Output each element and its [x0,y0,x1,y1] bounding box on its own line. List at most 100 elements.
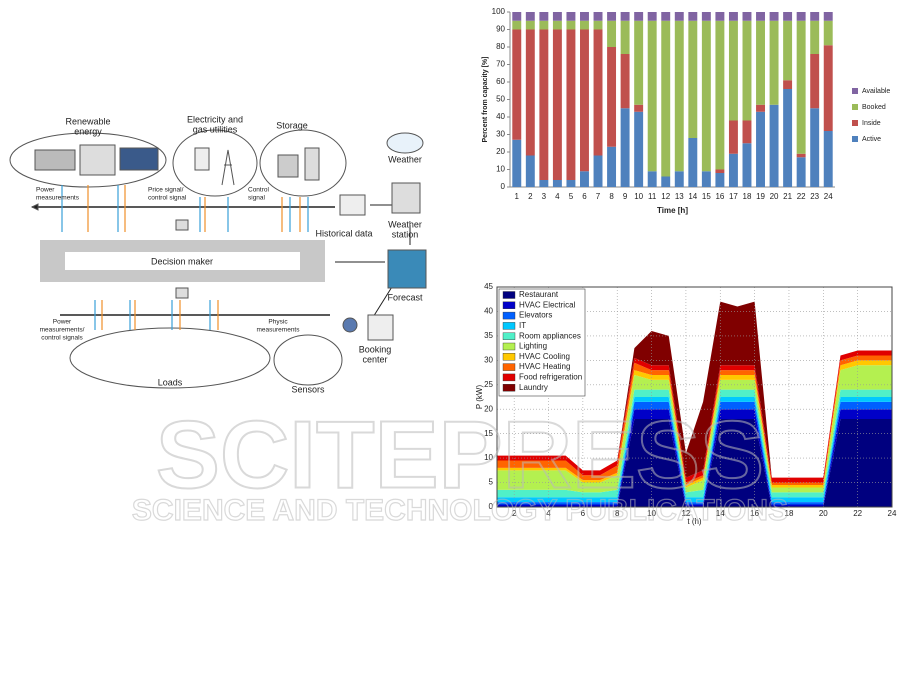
bar-segment [512,29,522,140]
legend-label: HVAC Electrical [519,300,576,309]
bar-segment [525,12,535,21]
x-tick-label: 24 [888,509,897,518]
x-tick-label: 6 [582,192,587,201]
bar-segment [593,155,603,187]
bar-segment [607,47,617,147]
bar-segment [769,12,779,21]
diagram-label: Power [36,187,55,194]
bar-segment [566,29,576,180]
database-icon [339,194,366,216]
bar-segment [688,138,698,187]
y-tick-label: 10 [496,165,505,174]
area [497,409,892,507]
legend-swatch [502,301,516,309]
bar-segment [661,176,671,187]
diagram-label: Control [248,187,270,194]
diagram-label: Decision maker [151,256,213,266]
x-tick-label: 5 [569,192,574,201]
diagram-label: control signals [41,335,83,342]
x-tick-label: 2 [528,192,533,201]
y-tick-label: 5 [489,478,494,487]
y-tick-label: 20 [484,404,493,413]
solar-icon [34,149,76,171]
diagram-label: Loads [158,377,183,387]
diagram-label: Sensors [291,384,325,394]
x-tick-label: 20 [770,192,779,201]
x-tick-label: 3 [542,192,547,201]
diagram-label: Renewable [65,116,110,126]
orange-arrows [101,300,219,330]
legend-label: Inside [862,120,881,127]
x-tick-label: 10 [634,192,643,201]
bar-segment [552,29,562,180]
battery-icon [277,154,299,178]
legend-label: Available [862,88,890,95]
x-tick-label: 4 [555,192,560,201]
router-icon [175,287,189,299]
x-tick-label: 16 [750,509,759,518]
bar-segment [783,89,793,187]
legend-swatch [502,353,516,361]
bar-segment [634,104,644,112]
legend-swatch [502,373,516,382]
bar-segment [525,20,535,30]
bar-segment [620,20,630,54]
bar-segment [810,12,820,21]
bar-segment [796,157,806,187]
diagram-label: station [392,229,419,239]
y-tick-label: 80 [496,42,505,51]
x-tick-label: 18 [785,509,794,518]
diagram-label: Physic [268,319,288,326]
bar-segment [810,108,820,187]
bar-segment [756,104,765,112]
diagram-label: Price signal/ [148,187,184,194]
bar-segment [634,111,644,187]
bar-segment [715,20,725,170]
legend-swatch [852,104,858,110]
area [497,301,892,478]
bar-segment [607,146,617,187]
legend-label: Elevators [519,311,552,320]
x-tick-label: 1 [515,192,520,201]
router-icon [175,219,189,231]
x-tick-label: 14 [716,509,725,518]
bar-segment [728,120,738,154]
diagram [9,129,427,389]
y-tick-label: 20 [496,147,505,156]
bar-segment [620,108,630,187]
x-tick-label: 10 [647,509,656,518]
y-tick-label: 90 [496,25,505,34]
diagram-label: Weather [388,154,422,164]
x-tick-label: 14 [688,192,697,201]
legend-swatch [852,120,858,126]
y-axis-label: P (kW) [475,385,484,410]
x-axis-label: t (h) [687,517,702,526]
x-tick-label: 15 [702,192,711,201]
x-tick-label: 18 [743,192,752,201]
bar-segment [620,54,630,109]
bar-segment [674,171,684,187]
x-tick-label: 13 [675,192,684,201]
bar-segment [742,12,752,21]
bar-segment [810,20,820,54]
x-tick-label: 6 [581,509,586,518]
decision-inner [65,252,300,270]
bar-segment [512,20,522,30]
y-tick-label: 100 [492,7,506,16]
bar-segment [661,12,671,21]
x-tick-label: 8 [615,509,620,518]
bar-segment [593,20,603,30]
bar-segment [566,12,576,21]
diagram-label: Weather [388,219,422,229]
bar-segment [783,20,793,81]
diagram-label: Booking [359,344,392,354]
bar-segment [647,12,657,21]
bar-segment [552,180,562,187]
legend-swatch [502,332,516,340]
bar-segment [756,20,765,105]
bar-segment [823,12,833,21]
bar-segment [701,12,711,21]
diagram-label: center [362,354,387,364]
forecast-icon [387,249,427,289]
